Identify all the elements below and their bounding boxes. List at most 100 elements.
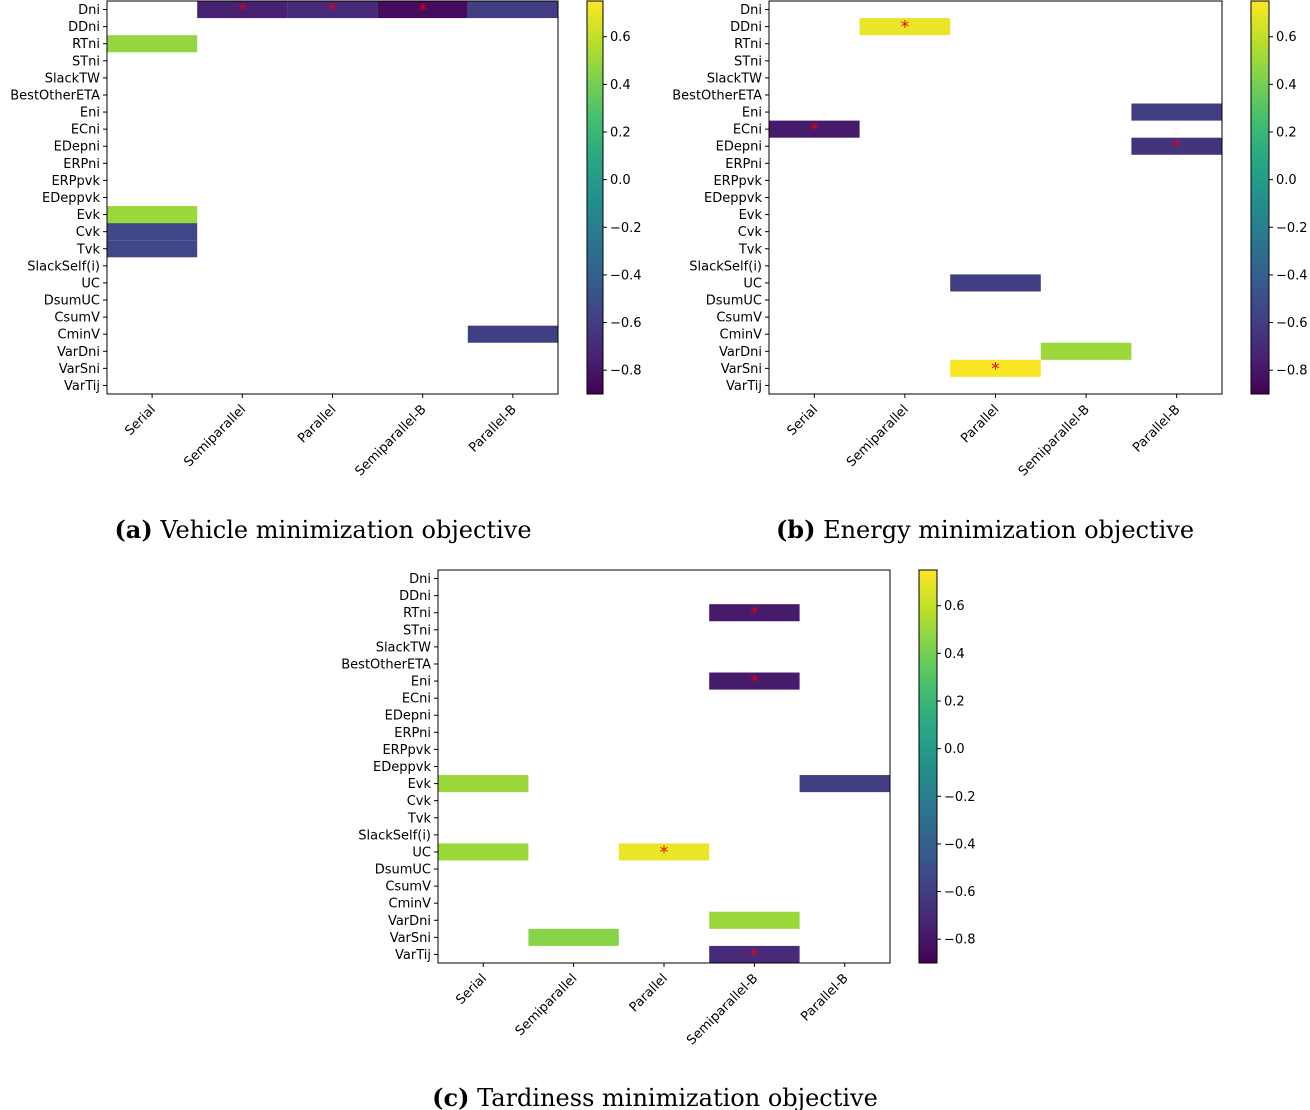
y-tick-label: Eni (742, 106, 762, 121)
y-tick-label: ERPni (394, 726, 431, 741)
significance-marker: * (750, 945, 759, 965)
y-tick-label: EDepni (716, 140, 762, 155)
heatmap-cell (438, 843, 529, 861)
y-tick-label: CminV (720, 328, 763, 343)
colorbar (586, 0, 604, 395)
colorbar-tick-label: 0.6 (610, 30, 631, 45)
y-tick-label: Eni (80, 106, 100, 121)
colorbar-tick-label: 0.2 (1276, 126, 1297, 141)
y-tick-label: ERPni (725, 157, 762, 172)
heatmap-cell (769, 120, 860, 138)
colorbar-tick-label: 0.4 (944, 647, 965, 662)
x-tick-label: Parallel (958, 402, 1002, 446)
colorbar-tick-label: −0.6 (944, 885, 976, 900)
y-tick-label: Cvk (407, 794, 432, 809)
heatmap-cell (107, 35, 198, 53)
y-tick-label: VarSni (390, 931, 431, 946)
caption-tag: (c) (432, 1083, 469, 1110)
y-tick-label: SlackTW (707, 71, 762, 86)
colorbar-tick-label: 0.6 (1276, 30, 1297, 45)
panel-caption: (a) Vehicle minimization objective (114, 515, 531, 544)
y-tick-label: BestOtherETA (341, 657, 431, 672)
x-tick-label: Semiparallel-B (352, 402, 429, 479)
heatmap-cell (528, 928, 619, 946)
y-tick-label: Eni (411, 675, 431, 690)
x-tick-label: Parallel-B (798, 971, 851, 1024)
heatmap-cell (438, 775, 529, 793)
colorbar (1250, 0, 1270, 395)
panel-caption: (b) Energy minimization objective (776, 515, 1194, 544)
colorbar-tick-label: −0.4 (1276, 268, 1308, 283)
heatmap-cell (197, 1, 288, 19)
y-tick-label: Tvk (407, 811, 432, 826)
colorbar-tick-label: 0.2 (944, 695, 965, 710)
y-tick-label: VarSni (721, 362, 762, 377)
y-tick-label: EDepni (385, 709, 431, 724)
y-tick-label: UC (743, 276, 762, 291)
y-tick-label: Evk (77, 208, 101, 223)
heatmap-cell (1131, 103, 1222, 121)
y-tick-label: ECni (733, 123, 762, 138)
y-tick-label: VarTij (726, 379, 762, 394)
colorbar-tick-label: 0.6 (944, 599, 965, 614)
x-tick-label: Semiparallel-B (1016, 402, 1093, 479)
significance-marker: * (1172, 137, 1181, 157)
y-tick-label: DDni (68, 20, 100, 35)
x-tick-label: Serial (453, 971, 490, 1008)
colorbar-tick-label: −0.8 (1276, 364, 1308, 379)
y-tick-label: SlackSelf(i) (358, 828, 431, 843)
y-tick-label: EDeppvk (42, 191, 100, 206)
caption-body: Vehicle minimization objective (153, 516, 532, 544)
y-tick-label: SlackSelf(i) (27, 259, 100, 274)
heatmap-cell (799, 775, 890, 793)
heatmap-cell (107, 240, 198, 258)
y-tick-label: CminV (58, 328, 101, 343)
heatmap-cell (377, 1, 468, 19)
y-tick-label: EDeppvk (704, 191, 762, 206)
significance-marker: * (810, 120, 819, 140)
y-tick-label: STni (72, 54, 100, 69)
y-tick-label: Evk (408, 777, 432, 792)
x-tick-label: Parallel (295, 402, 339, 446)
heatmap-cell (467, 1, 558, 19)
colorbar-tick-label: −0.2 (610, 221, 642, 236)
caption-body: Energy minimization objective (815, 516, 1194, 544)
y-tick-label: VarTij (64, 379, 100, 394)
y-tick-label: BestOtherETA (672, 88, 762, 103)
y-tick-label: VarSni (59, 362, 100, 377)
y-tick-label: CminV (389, 897, 432, 912)
y-tick-label: VarTij (395, 948, 431, 963)
heatmap-cell (107, 223, 198, 241)
significance-marker: * (418, 1, 427, 21)
y-tick-label: EDeppvk (373, 760, 431, 775)
x-tick-label: Serial (122, 402, 159, 439)
heatmap-cell (709, 911, 800, 929)
y-tick-label: Cvk (738, 225, 763, 240)
y-tick-label: RTni (403, 606, 431, 621)
heatmap-cell (709, 945, 800, 963)
significance-marker: * (901, 18, 910, 38)
heatmap-cell (618, 843, 710, 861)
y-tick-label: DsumUC (706, 294, 762, 309)
caption-tag: (b) (776, 515, 816, 544)
y-tick-label: VarDni (388, 914, 431, 929)
colorbar-tick-label: 0.4 (610, 78, 631, 93)
heatmap-cell (709, 604, 800, 622)
y-tick-label: DsumUC (375, 863, 431, 878)
heatmap-cell (107, 206, 198, 224)
heatmap-panel-b: * * * * Dni DDni RTni STni SlackTW BestOtherETA En… (672, 0, 1308, 544)
heatmap-cell (950, 274, 1041, 292)
colorbar-tick-label: 0.0 (1276, 173, 1297, 188)
y-tick-label: SlackTW (45, 71, 100, 86)
significance-marker: * (238, 1, 247, 21)
y-tick-label: UC (412, 845, 431, 860)
y-tick-label: BestOtherETA (10, 88, 100, 103)
x-tick-label: Semiparallel (844, 402, 912, 470)
y-tick-label: Dni (740, 3, 762, 18)
colorbar-tick-label: −0.6 (610, 316, 642, 331)
y-tick-label: CsumV (385, 880, 431, 895)
plot-frame (437, 569, 891, 964)
x-tick-label: Parallel-B (466, 402, 519, 455)
heatmap-cell (950, 359, 1041, 377)
y-tick-label: ERPpvk (51, 174, 100, 189)
